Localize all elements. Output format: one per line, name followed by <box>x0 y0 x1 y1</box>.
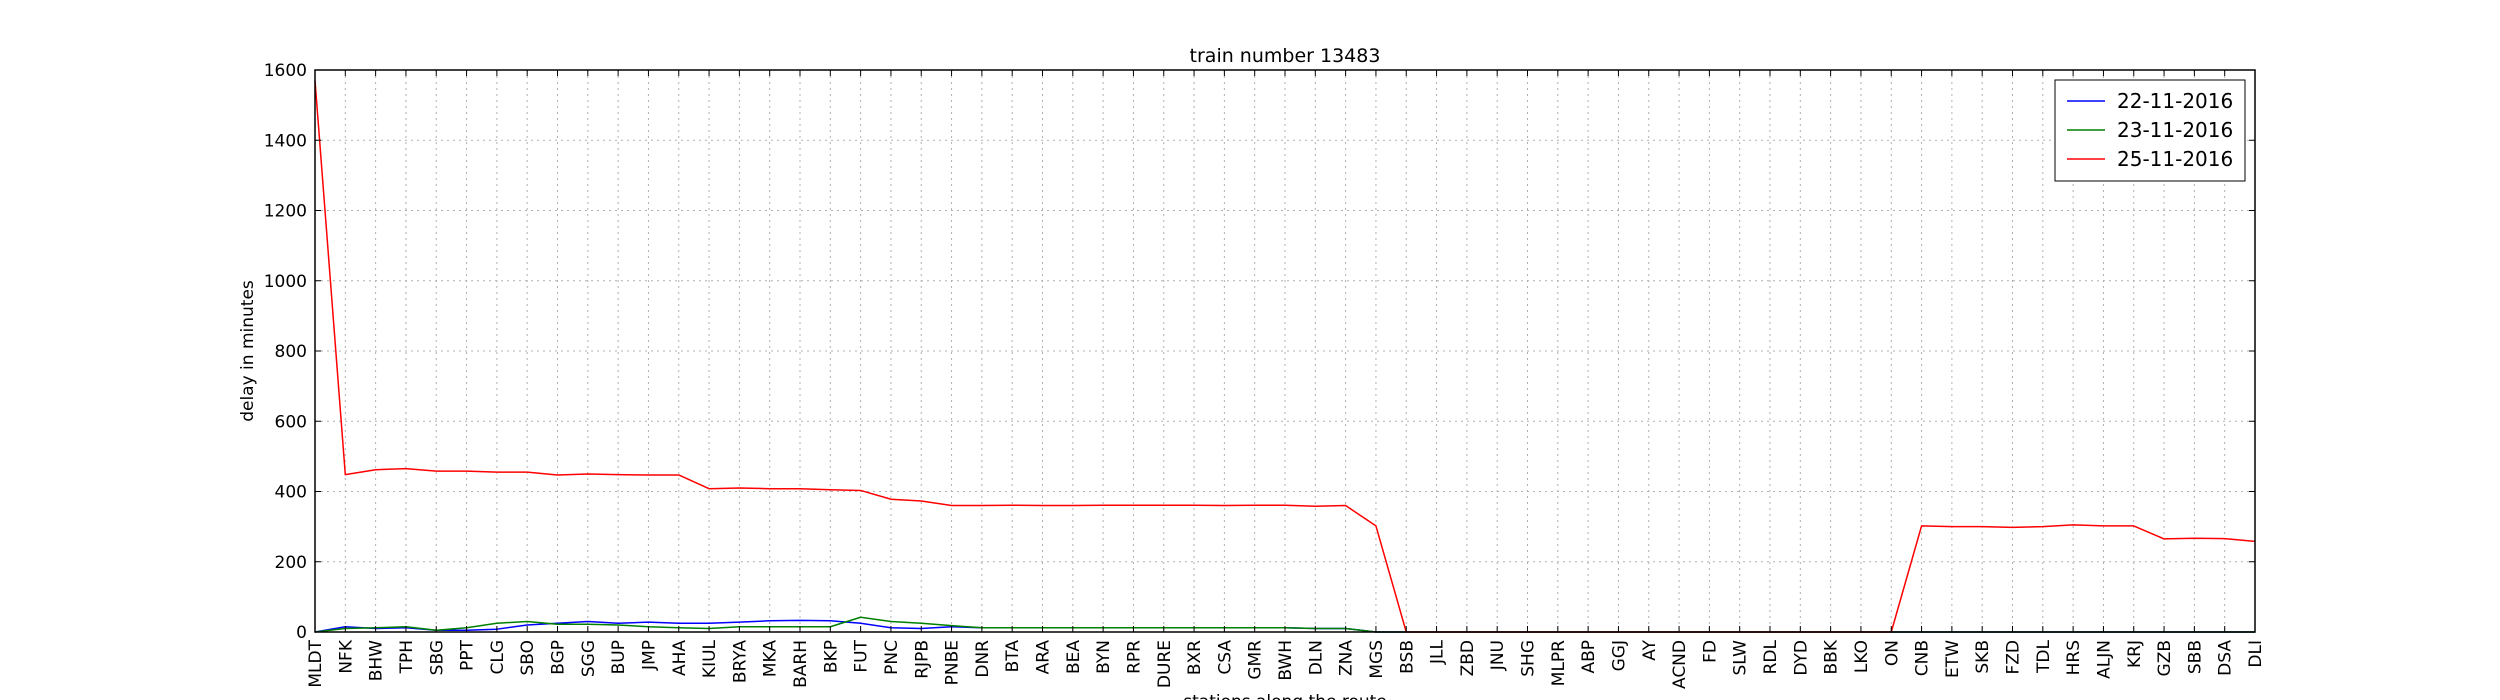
x-axis: MLDT NFK BHW TPH SBG PPT CLG SBO BGP SGG BUP JMP AHA… <box>306 70 2266 689</box>
x-axis-label: stations along the route <box>1183 692 1387 700</box>
x-tick-label: DSA <box>2216 640 2236 676</box>
x-tick-label: TPH <box>397 640 417 674</box>
x-tick-label: CLG <box>488 640 508 675</box>
x-tick-label: BHW <box>367 640 387 681</box>
x-tick-label: RJPB <box>912 640 932 679</box>
x-tick-label: RDL <box>1761 639 1781 674</box>
x-tick-label: FD <box>1700 640 1720 663</box>
x-tick-label: BUP <box>609 640 629 674</box>
x-tick-label: LKO <box>1852 640 1872 673</box>
x-tick-label: SLW <box>1731 640 1751 676</box>
x-tick-label: JNU <box>1488 640 1508 671</box>
x-tick-label: DNR <box>973 640 993 678</box>
x-tick-label: SBG <box>427 640 447 675</box>
x-tick-label: ABP <box>1579 640 1599 674</box>
x-tick-label: MLDT <box>306 639 326 687</box>
x-tick-label: BRYA <box>730 640 750 683</box>
x-tick-label: BSB <box>1397 640 1417 674</box>
x-tick-label: BXR <box>1185 640 1205 675</box>
series-layer <box>314 80 2256 633</box>
x-tick-label: CSA <box>1215 640 1235 675</box>
x-tick-label: MKA <box>761 640 781 678</box>
x-tick-label: AHA <box>670 640 690 676</box>
x-tick-label: DYD <box>1791 640 1811 676</box>
y-tick-label: 1000 <box>264 272 307 292</box>
x-tick-label: ALJN <box>2094 640 2114 679</box>
x-tick-label: ZNA <box>1337 640 1357 676</box>
x-tick-label: NFK <box>336 639 356 673</box>
x-tick-label: SHG <box>1519 640 1539 677</box>
legend-label: 22-11-2016 <box>2117 89 2233 113</box>
y-tick-label: 1200 <box>264 202 307 222</box>
x-tick-label: FZD <box>2004 640 2024 675</box>
y-tick-label: 1400 <box>264 131 307 151</box>
x-tick-label: DLN <box>1306 640 1326 675</box>
x-tick-label: CNB <box>1913 640 1933 676</box>
x-tick-label: BGP <box>549 640 569 675</box>
legend: 22-11-2016 23-11-2016 25-11-2016 <box>2054 79 2246 182</box>
x-tick-label: BWH <box>1276 640 1296 681</box>
x-tick-label: BTA <box>1003 640 1023 673</box>
x-tick-label: BEA <box>1064 640 1084 674</box>
x-tick-label: DURE <box>1155 640 1175 688</box>
y-tick-label: 0 <box>296 623 307 643</box>
x-tick-label: SBO <box>518 640 538 676</box>
x-tick-label: ZBD <box>1458 640 1478 676</box>
x-tick-label: JLL <box>1428 639 1448 664</box>
x-tick-label: ON <box>1882 640 1902 666</box>
legend-label: 23-11-2016 <box>2117 118 2233 142</box>
y-tick-label: 400 <box>275 483 307 503</box>
x-tick-label: MLPR <box>1549 640 1569 686</box>
x-tick-label: PPT <box>458 639 478 671</box>
y-axis: 0 200 400 600 800 1000 1200 1400 1600 <box>264 61 2255 643</box>
x-tick-label: PNBE <box>943 640 963 685</box>
x-tick-label: BBK <box>1822 639 1842 674</box>
x-tick-label: ARA <box>1034 640 1054 675</box>
x-tick-label: AY <box>1640 639 1660 660</box>
x-tick-label: GGJ <box>1609 640 1629 671</box>
x-tick-label: RPR <box>1124 640 1144 674</box>
x-tick-label: GMR <box>1246 640 1266 680</box>
x-tick-label: PNC <box>882 640 902 675</box>
x-tick-label: ACND <box>1670 640 1690 689</box>
y-tick-label: 200 <box>275 553 307 573</box>
x-tick-label: GZB <box>2155 640 2175 676</box>
chart-title: train number 13483 <box>1190 45 1381 67</box>
x-tick-label: BYN <box>1094 640 1114 674</box>
x-tick-label: KIUL <box>700 639 720 678</box>
x-tick-label: SGG <box>579 640 599 677</box>
x-tick-label: TDL <box>2034 639 2054 673</box>
x-tick-label: KRJ <box>2125 640 2145 668</box>
x-tick-label: SBB <box>2185 640 2205 674</box>
y-tick-label: 1600 <box>264 61 307 81</box>
x-tick-label: FUT <box>852 639 872 672</box>
y-tick-label: 600 <box>275 412 307 432</box>
x-tick-label: DLI <box>2246 640 2266 668</box>
y-tick-label: 800 <box>275 342 307 362</box>
x-tick-label: HRS <box>2064 640 2084 675</box>
x-tick-label: MGS <box>1367 640 1387 679</box>
x-tick-label: SKB <box>1973 640 1993 674</box>
legend-label: 25-11-2016 <box>2117 147 2233 171</box>
x-tick-label: ETW <box>1943 640 1963 678</box>
y-axis-label: delay in minutes <box>238 280 258 422</box>
x-tick-label: BARH <box>791 640 811 688</box>
x-tick-label: BKP <box>821 640 841 673</box>
series-line-25-11-2016 <box>314 80 2256 633</box>
x-tick-label: JMP <box>639 640 659 671</box>
grid-layer <box>315 70 2255 632</box>
